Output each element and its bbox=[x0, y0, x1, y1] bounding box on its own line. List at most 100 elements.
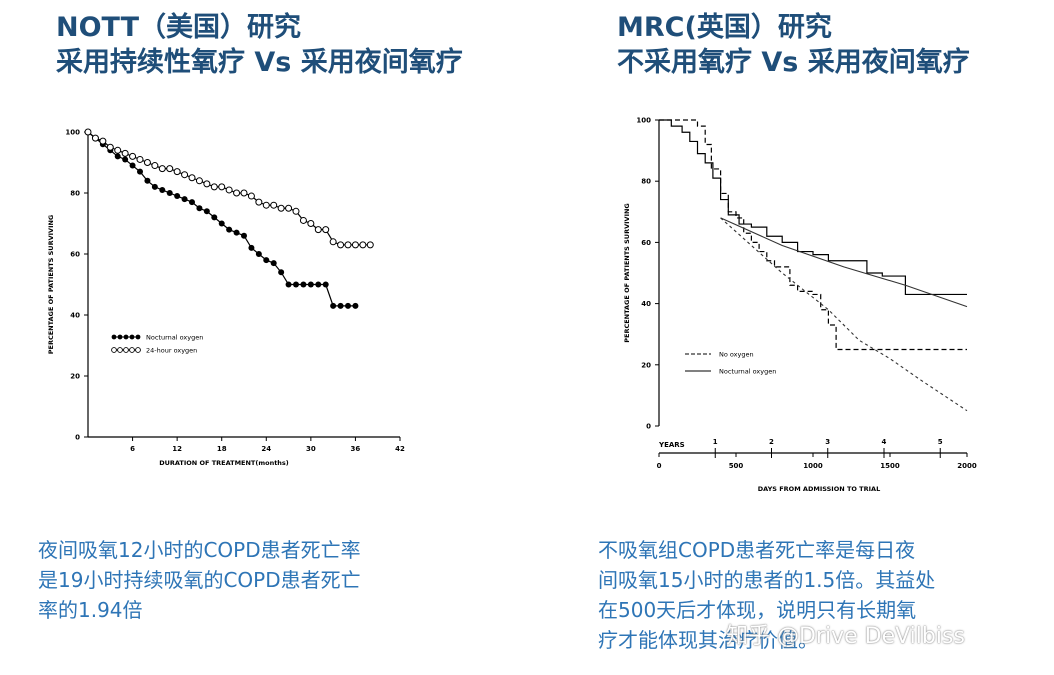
point-nocturnal-oxygen bbox=[196, 205, 203, 212]
point-24-hour-oxygen bbox=[277, 204, 285, 212]
point-24-hour-oxygen bbox=[195, 177, 203, 185]
point-24-hour-oxygen bbox=[188, 174, 196, 182]
point-24-hour-oxygen bbox=[91, 134, 99, 142]
point-24-hour-oxygen bbox=[129, 152, 137, 160]
legend-marker bbox=[117, 347, 123, 353]
left-title-line-1: NOTT（美国）研究 bbox=[56, 12, 302, 43]
x-axis-label: DURATION OF TREATMENT(months) bbox=[159, 459, 289, 467]
point-nocturnal-oxygen bbox=[174, 193, 181, 200]
right-title-line-2: 不采用氧疗 Vs 采用夜间氧疗 bbox=[617, 47, 970, 78]
x-axis-label: DAYS FROM ADMISSION TO TRIAL bbox=[758, 485, 880, 493]
left-panel-title: NOTT（美国）研究 采用持续性氧疗 Vs 采用夜间氧疗 bbox=[56, 10, 463, 80]
legend-label: Nocturnal oxygen bbox=[719, 368, 776, 376]
point-24-hour-oxygen bbox=[151, 162, 159, 170]
y-tick-label: 100 bbox=[636, 117, 651, 125]
legend-marker bbox=[135, 334, 141, 340]
right-title-line-1: MRC(英国）研究 bbox=[617, 12, 832, 43]
y-tick-label: 80 bbox=[641, 178, 651, 186]
legend-marker bbox=[135, 347, 141, 353]
point-24-hour-oxygen bbox=[181, 171, 189, 179]
year-tick-label: 4 bbox=[882, 438, 887, 446]
y-tick-label: 100 bbox=[65, 129, 80, 137]
point-nocturnal-oxygen bbox=[293, 281, 299, 288]
left-caption-line-3: 率的1.94倍 bbox=[38, 598, 143, 622]
x-tick-label: 36 bbox=[351, 445, 361, 453]
point-24-hour-oxygen bbox=[203, 180, 211, 188]
point-nocturnal-oxygen bbox=[307, 281, 314, 288]
point-nocturnal-oxygen bbox=[285, 281, 292, 288]
point-nocturnal-oxygen bbox=[322, 281, 329, 288]
point-24-hour-oxygen bbox=[329, 238, 337, 246]
point-nocturnal-oxygen bbox=[233, 229, 240, 236]
x-tick-label: 42 bbox=[395, 445, 405, 453]
point-nocturnal-oxygen bbox=[151, 183, 158, 190]
legend-marker bbox=[129, 347, 135, 353]
x-tick-label: 1500 bbox=[880, 462, 900, 470]
legend-marker bbox=[129, 334, 135, 340]
point-24-hour-oxygen bbox=[351, 241, 359, 249]
legend-label: No oxygen bbox=[719, 351, 754, 359]
point-24-hour-oxygen bbox=[233, 189, 241, 197]
point-24-hour-oxygen bbox=[143, 159, 151, 166]
left-caption-line-2: 是19小时持续吸氧的COPD患者死亡 bbox=[38, 568, 361, 592]
legend-marker bbox=[117, 334, 123, 340]
series-dashed-step bbox=[659, 119, 967, 351]
point-24-hour-oxygen bbox=[158, 165, 166, 173]
x-tick-label: 24 bbox=[261, 445, 271, 453]
legend-marker bbox=[123, 334, 129, 340]
point-nocturnal-oxygen bbox=[330, 302, 337, 309]
years-axis-label: YEARS bbox=[658, 441, 685, 449]
point-nocturnal-oxygen bbox=[203, 208, 210, 215]
x-tick-label: 0 bbox=[657, 462, 662, 470]
y-tick-label: 80 bbox=[70, 190, 80, 198]
x-tick-label: 6 bbox=[130, 445, 135, 453]
point-nocturnal-oxygen bbox=[255, 251, 262, 257]
point-nocturnal-oxygen bbox=[129, 162, 136, 169]
point-24-hour-oxygen bbox=[247, 192, 255, 200]
nott-survival-chart: 0 20 40 60 80 100 6 12 18 24 30 36 42 DURATION OF TRE… bbox=[47, 128, 405, 467]
point-nocturnal-oxygen bbox=[241, 232, 247, 239]
right-caption-line-2: 间吸氧15小时的患者的1.5倍。其益处 bbox=[598, 568, 936, 592]
y-tick-label: 20 bbox=[641, 361, 651, 369]
left-title-line-2: 采用持续性氧疗 Vs 采用夜间氧疗 bbox=[56, 47, 463, 78]
right-caption-line-1: 不吸氧组COPD患者死亡率是每日夜 bbox=[598, 538, 916, 562]
legend-label: 24-hour oxygen bbox=[146, 347, 197, 355]
y-tick-label: 40 bbox=[70, 312, 80, 320]
point-nocturnal-oxygen bbox=[122, 156, 129, 163]
point-24-hour-oxygen bbox=[225, 186, 233, 194]
x-tick-label: 2000 bbox=[957, 462, 977, 470]
point-nocturnal-oxygen bbox=[337, 302, 344, 309]
point-24-hour-oxygen bbox=[173, 168, 181, 176]
x-tick-label: 30 bbox=[306, 445, 316, 453]
point-24-hour-oxygen bbox=[210, 183, 218, 191]
point-24-hour-oxygen bbox=[285, 204, 293, 212]
point-nocturnal-oxygen bbox=[189, 199, 195, 206]
series-solid-fit bbox=[720, 217, 968, 308]
point-nocturnal-oxygen bbox=[211, 214, 218, 221]
point-24-hour-oxygen bbox=[307, 220, 315, 227]
point-24-hour-oxygen bbox=[299, 216, 307, 224]
point-24-hour-oxygen bbox=[262, 201, 270, 209]
point-24-hour-oxygen bbox=[218, 183, 226, 191]
x-tick-label: 18 bbox=[217, 445, 227, 453]
point-nocturnal-oxygen bbox=[315, 281, 322, 288]
right-panel-title: MRC(英国）研究 不采用氧疗 Vs 采用夜间氧疗 bbox=[617, 10, 970, 80]
legend-marker bbox=[111, 334, 117, 340]
point-24-hour-oxygen bbox=[84, 128, 92, 136]
point-24-hour-oxygen bbox=[337, 241, 345, 249]
point-24-hour-oxygen bbox=[240, 189, 248, 197]
point-24-hour-oxygen bbox=[99, 137, 107, 145]
point-nocturnal-oxygen bbox=[270, 260, 277, 267]
point-nocturnal-oxygen bbox=[181, 196, 188, 203]
point-24-hour-oxygen bbox=[114, 146, 122, 154]
x-tick-label: 1000 bbox=[803, 462, 823, 470]
point-24-hour-oxygen bbox=[359, 241, 367, 249]
left-caption-line-1: 夜间吸氧12小时的COPD患者死亡率 bbox=[38, 538, 361, 562]
year-tick-label: 3 bbox=[825, 438, 830, 446]
y-tick-label: 60 bbox=[641, 239, 651, 247]
series-line-1 bbox=[87, 131, 356, 307]
legend-label: Nocturnal oxygen bbox=[146, 334, 203, 342]
year-tick-label: 5 bbox=[938, 438, 943, 446]
point-24-hour-oxygen bbox=[366, 241, 374, 249]
